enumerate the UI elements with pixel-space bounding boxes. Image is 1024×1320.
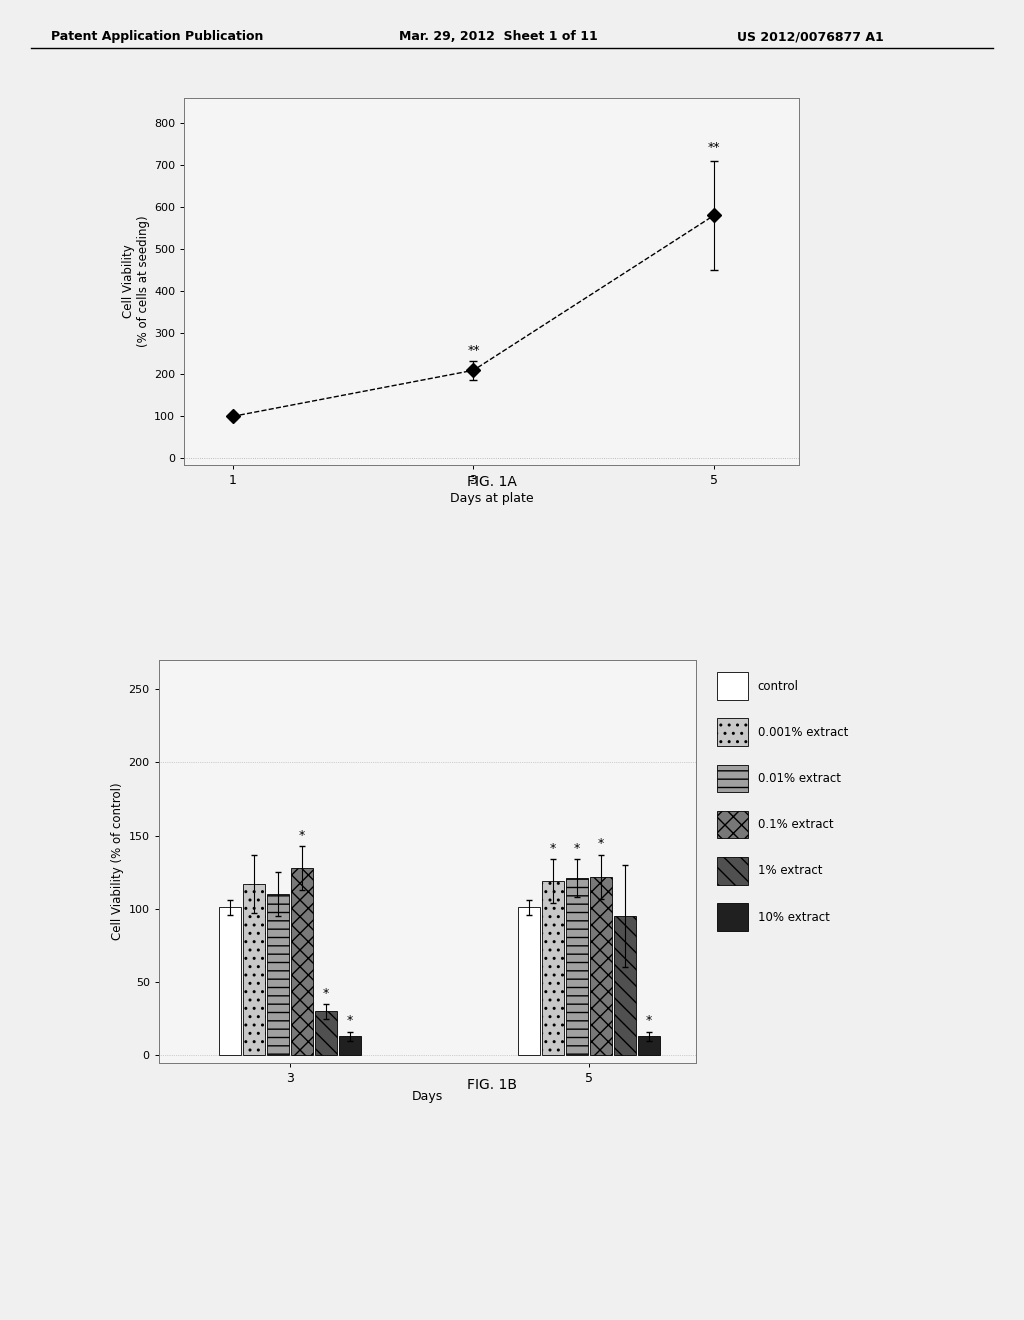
Text: 10% extract: 10% extract (758, 911, 829, 924)
Bar (291, 867, 313, 1055)
Bar (267, 894, 289, 1055)
Text: **: ** (709, 141, 721, 154)
Text: Patent Application Publication: Patent Application Publication (51, 30, 263, 44)
Text: 0.01% extract: 0.01% extract (758, 772, 841, 785)
Text: 0.001% extract: 0.001% extract (758, 726, 848, 739)
Text: *: * (323, 986, 329, 999)
Y-axis label: Cell Viability
(% of cells at seeding): Cell Viability (% of cells at seeding) (122, 215, 150, 347)
FancyBboxPatch shape (717, 903, 748, 931)
Text: *: * (573, 842, 580, 855)
Text: *: * (645, 1015, 651, 1027)
FancyBboxPatch shape (717, 810, 748, 838)
Text: FIG. 1A: FIG. 1A (467, 475, 516, 488)
Bar (518, 907, 540, 1055)
Text: *: * (299, 829, 305, 842)
Y-axis label: Cell Viability (% of control): Cell Viability (% of control) (112, 783, 124, 940)
FancyBboxPatch shape (717, 764, 748, 792)
FancyBboxPatch shape (717, 672, 748, 700)
Bar (613, 916, 636, 1055)
Bar (244, 884, 265, 1055)
Text: FIG. 1B: FIG. 1B (467, 1078, 516, 1092)
Bar (590, 876, 611, 1055)
Text: **: ** (467, 343, 479, 356)
Bar (542, 880, 564, 1055)
Text: *: * (347, 1015, 353, 1027)
X-axis label: Days at plate: Days at plate (450, 492, 534, 506)
Bar (638, 1036, 659, 1055)
Text: *: * (598, 837, 604, 850)
Bar (315, 1011, 337, 1055)
FancyBboxPatch shape (717, 857, 748, 884)
Bar (339, 1036, 360, 1055)
Text: US 2012/0076877 A1: US 2012/0076877 A1 (737, 30, 884, 44)
Text: Mar. 29, 2012  Sheet 1 of 11: Mar. 29, 2012 Sheet 1 of 11 (399, 30, 598, 44)
Text: control: control (758, 680, 799, 693)
FancyBboxPatch shape (717, 718, 748, 746)
X-axis label: Days: Days (412, 1090, 443, 1104)
Bar (566, 878, 588, 1055)
Text: 0.1% extract: 0.1% extract (758, 818, 834, 832)
Bar (219, 907, 242, 1055)
Text: *: * (550, 842, 556, 855)
Text: 1% extract: 1% extract (758, 865, 822, 878)
